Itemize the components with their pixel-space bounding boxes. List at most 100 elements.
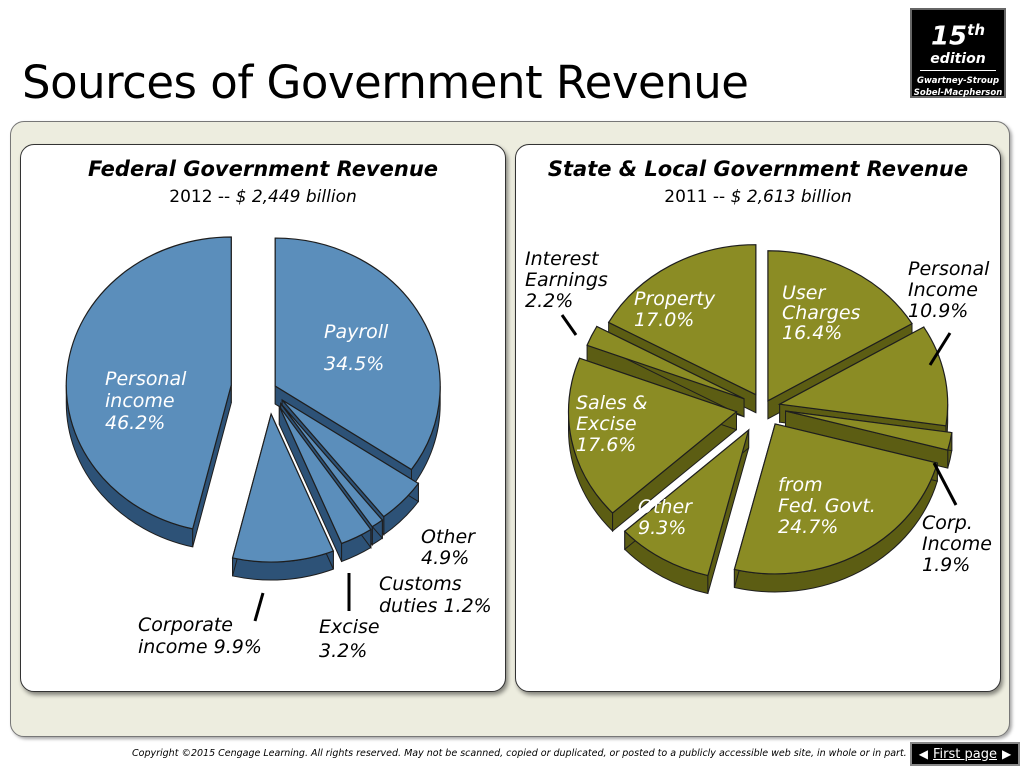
- slice-label-line: 10.9%: [908, 300, 968, 322]
- slice-label-line: User: [782, 282, 826, 304]
- slice-label-line: Excise: [319, 616, 380, 638]
- slice-label-interest-earnings: Interest Earnings 2.2%: [525, 248, 608, 312]
- federal-amount: $ 2,449 billion: [235, 187, 357, 207]
- slice-label-line: Payroll: [324, 321, 389, 343]
- slice-label-line: 17.6%: [576, 434, 636, 456]
- slice-label-line: income 9.9%: [138, 636, 262, 658]
- copyright-notice: Copyright ©2015 Cengage Learning. All ri…: [132, 748, 907, 759]
- slice-label-customs-duties: Customs duties 1.2%: [379, 573, 492, 617]
- slice-top-face: [65, 236, 232, 530]
- badge-authors-line2: Sobel-Macpherson: [913, 87, 1003, 98]
- slice-label-line: Excise: [576, 413, 637, 435]
- pie-slice-sales-excise: [567, 357, 738, 533]
- slice-top-face: [567, 357, 738, 514]
- pie-slice-corporate-income: [231, 412, 335, 581]
- slice-label-line: from: [778, 474, 823, 496]
- slice-top-face: [280, 403, 384, 528]
- slice-label-line: 4.9%: [421, 547, 469, 569]
- slice-label-line: 16.4%: [782, 322, 842, 344]
- slice-label-line: 34.5%: [324, 353, 384, 375]
- leader-line-corporate-income: [253, 592, 265, 622]
- slice-label-user-charges: User Charges 16.4%: [782, 282, 861, 344]
- first-page-button[interactable]: ◀ First page ▶: [910, 742, 1020, 766]
- slice-label-personal-income: Personal Income 10.9%: [908, 258, 990, 322]
- slice-label-line: Personal: [908, 258, 990, 280]
- leader-line-corp-income: [932, 462, 958, 506]
- slice-label-line: income: [105, 390, 175, 412]
- pie-slice-from-fed-govt: [733, 423, 939, 593]
- slice-top-face: [607, 244, 757, 396]
- slice-label-line: Income: [908, 279, 978, 301]
- slice-label-line: Charges: [782, 302, 861, 324]
- slice-label-personal-income: Personal income 46.2%: [105, 368, 187, 434]
- leader-line-personal-income: [928, 332, 952, 366]
- federal-chart-subtitle: 2012 -- $ 2,449 billion: [21, 187, 505, 207]
- slice-label-payroll: Payroll 34.5%: [324, 321, 389, 375]
- pie-slice-other: [623, 428, 750, 595]
- page-title: Sources of Government Revenue: [22, 56, 749, 109]
- slice-label-line: 9.3%: [638, 517, 686, 539]
- pie-slice-personal-income: [65, 236, 232, 548]
- slice-label-line: duties 1.2%: [379, 595, 492, 617]
- slice-label-sales-excise: Sales & Excise 17.6%: [576, 392, 647, 456]
- federal-chart-card: Federal Government Revenue 2012 -- $ 2,4…: [20, 144, 506, 692]
- edition-number: 15: [930, 21, 968, 52]
- state-amount: $ 2,613 billion: [730, 187, 852, 207]
- slice-label-corporate-income: Corporate income 9.9%: [138, 614, 262, 658]
- federal-chart-title: Federal Government Revenue: [87, 157, 439, 181]
- slice-label-line: Earnings: [525, 269, 608, 291]
- arrow-right-icon: ▶: [1001, 747, 1012, 761]
- slice-top-face: [281, 399, 420, 518]
- pie-slice-corp-income: [785, 410, 953, 469]
- slice-label-line: 3.2%: [319, 640, 367, 662]
- first-page-label: First page: [933, 746, 997, 762]
- slice-label-line: Customs: [379, 573, 462, 595]
- edition-suffix: th: [967, 21, 986, 39]
- slice-label-line: Other: [638, 496, 693, 518]
- slice-top-face: [278, 406, 372, 545]
- slice-label-line: 17.0%: [634, 309, 694, 331]
- slice-top-face: [733, 423, 939, 575]
- state-chart-title: State & Local Government Revenue: [547, 157, 969, 181]
- slice-label-other: Other 9.3%: [638, 496, 693, 539]
- slice-label-line: Personal: [105, 368, 187, 390]
- slice-label-line: 2.2%: [525, 290, 573, 312]
- federal-pie-chart: Payroll 34.5%Other 4.9%Customs duties 1.2%E…: [65, 236, 492, 662]
- edition-badge: 15th edition Gwartney-Stroup Sobel-Macph…: [910, 8, 1006, 98]
- badge-authors: Gwartney-Stroup Sobel-Macpherson: [912, 75, 1004, 99]
- edition-word: edition: [920, 51, 996, 71]
- state-pie-chart: User Charges 16.4%Personal Income 10.9%Corp.…: [525, 244, 992, 595]
- pie-slice-interest-earnings: [586, 325, 745, 418]
- slice-label-excise: Excise 3.2%: [319, 616, 380, 662]
- slice-label-line: Property: [634, 288, 716, 310]
- slice-label-other: Other 4.9%: [421, 526, 476, 569]
- slice-top-face: [274, 237, 441, 471]
- badge-authors-line1: Gwartney-Stroup: [916, 75, 1000, 86]
- state-year: 2011 --: [664, 187, 731, 207]
- slice-top-face: [586, 325, 745, 400]
- slice-label-line: Income: [922, 533, 992, 555]
- slice-top-face: [231, 412, 335, 563]
- slice-label-property: Property 17.0%: [634, 288, 716, 331]
- slice-top-face: [767, 250, 913, 402]
- slice-label-line: Fed. Govt.: [778, 495, 876, 517]
- slice-label-corp-income: Corp. Income 1.9%: [922, 512, 992, 576]
- arrow-left-icon: ◀: [918, 747, 929, 761]
- slice-label-line: Corporate: [138, 614, 233, 636]
- slice-label-line: Sales &: [576, 392, 647, 414]
- slice-label-line: 46.2%: [105, 412, 165, 434]
- slice-label-line: 1.9%: [922, 554, 970, 576]
- state-chart-card: State & Local Government Revenue 2011 --…: [515, 144, 1001, 692]
- slice-top-face: [623, 428, 750, 577]
- slice-label-line: Interest: [525, 248, 600, 270]
- slice-label-line: Other: [421, 526, 476, 548]
- pie-slice-excise: [278, 404, 372, 563]
- slice-top-face: [777, 326, 949, 427]
- slice-label-line: 24.7%: [778, 516, 838, 538]
- slice-label-from-fed-govt: from Fed. Govt. 24.7%: [778, 474, 876, 538]
- slice-label-line: Corp.: [922, 512, 973, 534]
- slice-top-face: [785, 410, 953, 451]
- federal-year: 2012 --: [169, 187, 236, 207]
- state-chart-subtitle: 2011 -- $ 2,613 billion: [516, 187, 1000, 207]
- leader-line-interest-earnings: [560, 314, 578, 336]
